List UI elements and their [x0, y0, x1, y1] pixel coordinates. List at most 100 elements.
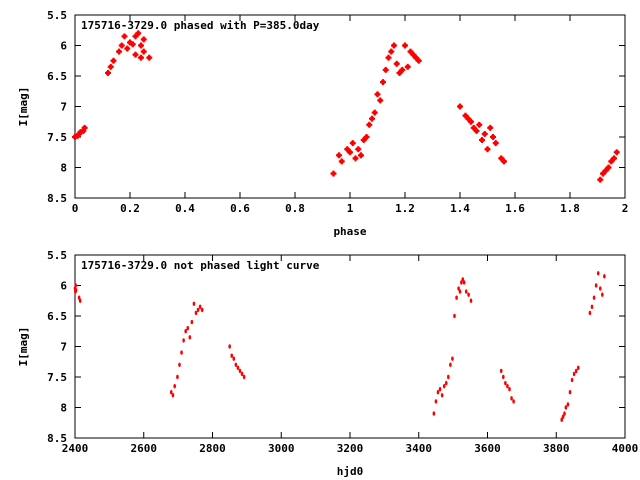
data-point-dot [490, 134, 496, 140]
data-point [598, 286, 602, 291]
data-point [481, 130, 488, 137]
chart-unphased: 2400 2600 2800 3000 3200 3400 3600 3800 4000 5.5 6… [17, 249, 638, 478]
y-tick-label: 8 [60, 162, 67, 175]
x-tick-label: 0.4 [175, 202, 195, 215]
data-point [380, 79, 386, 86]
y-tick-label: 7.5 [47, 131, 67, 144]
x-tick-label: 4000 [612, 442, 639, 455]
data-point [74, 288, 78, 293]
data-point [105, 69, 111, 76]
data-point [602, 167, 609, 174]
data-point-dot [457, 104, 463, 109]
y-tick-label: 6 [60, 280, 67, 293]
data-point-dot [603, 168, 609, 173]
data-point [449, 362, 452, 367]
y-tick-label: 6 [60, 40, 67, 53]
data-point-dot [614, 149, 620, 155]
data-point [374, 91, 381, 98]
data-point [74, 283, 77, 288]
data-point [415, 57, 422, 64]
chart-phased: 0 0.2 0.4 0.6 0.8 1 1.2 1.4 1.6 1.8 2 5.5 6 6.5 7 7.5 8 8… [17, 9, 628, 238]
data-point [501, 158, 507, 165]
data-point [473, 127, 480, 134]
data-point [492, 140, 499, 147]
data-point-dot [122, 33, 127, 39]
data-point [369, 115, 375, 122]
data-point-dot [133, 52, 138, 58]
x-tick-label: 1 [347, 202, 354, 215]
x-tick-label: 3200 [337, 442, 364, 455]
data-point [118, 42, 125, 49]
data-point [358, 152, 364, 159]
data-point [355, 146, 362, 153]
data-point [169, 390, 173, 395]
plot-frame [74, 254, 626, 439]
data-point-dot [82, 125, 88, 131]
data-point [192, 301, 196, 306]
data-point-dot [606, 165, 611, 170]
data-point [240, 371, 244, 377]
data-point-dot [372, 110, 378, 115]
data-point [605, 164, 612, 171]
data-point-dot [355, 146, 361, 152]
data-point [140, 36, 147, 43]
data-point-dot [138, 43, 144, 48]
y-axis-title: I[mag] [17, 327, 30, 367]
plot-frame [74, 14, 626, 199]
data-point [504, 380, 507, 386]
y-tick-label: 6.5 [47, 70, 67, 83]
x-tick-label: 0.2 [120, 202, 140, 215]
data-point [438, 387, 442, 392]
data-point [467, 292, 470, 297]
data-point [502, 374, 505, 380]
data-point [382, 66, 389, 73]
data-point [413, 54, 419, 61]
data-point [601, 292, 604, 297]
data-point [198, 304, 202, 310]
data-point-dot [600, 171, 606, 177]
data-point-dot [124, 46, 130, 51]
data-point [377, 97, 384, 104]
data-point-dot [141, 49, 147, 54]
data-point-dot [397, 70, 402, 76]
data-point [360, 137, 367, 144]
data-point-dot [130, 41, 136, 47]
y-tick-label: 5.5 [47, 249, 67, 262]
data-point [464, 289, 468, 294]
data-point-dot [608, 159, 614, 164]
data-point-dot [405, 64, 411, 70]
data-point [186, 326, 190, 331]
data-point [176, 374, 179, 380]
y-tick-label: 8.5 [47, 432, 67, 445]
y-tick-label: 6.5 [47, 310, 67, 323]
data-point [563, 411, 566, 416]
x-tick-label: 1.8 [560, 202, 580, 215]
data-point-dot [331, 171, 336, 177]
data-point [228, 344, 231, 349]
data-point [462, 280, 466, 285]
y-tick-label: 8.5 [47, 192, 67, 205]
data-point [385, 54, 392, 61]
data-point-dot [487, 125, 493, 131]
x-tick-label: 3800 [543, 442, 570, 455]
data-point-dot [383, 67, 389, 73]
data-point [453, 313, 456, 319]
data-point [124, 45, 131, 52]
x-axis-title: hjd0 [337, 465, 364, 478]
data-point-dot [364, 134, 369, 140]
data-point [344, 146, 351, 153]
data-point [107, 63, 114, 70]
data-point-dot [353, 155, 358, 161]
data-point [78, 298, 82, 303]
data-point [146, 54, 153, 61]
data-point [388, 48, 395, 55]
y-axis-title: I[mag] [17, 87, 30, 127]
data-point [135, 30, 142, 37]
data-point [180, 350, 183, 355]
data-point [608, 158, 615, 165]
plot-title: 175716-3729.0 not phased light curve [81, 259, 320, 272]
data-point-dot [471, 125, 477, 131]
data-point-dot [463, 113, 468, 119]
data-point [572, 371, 576, 377]
